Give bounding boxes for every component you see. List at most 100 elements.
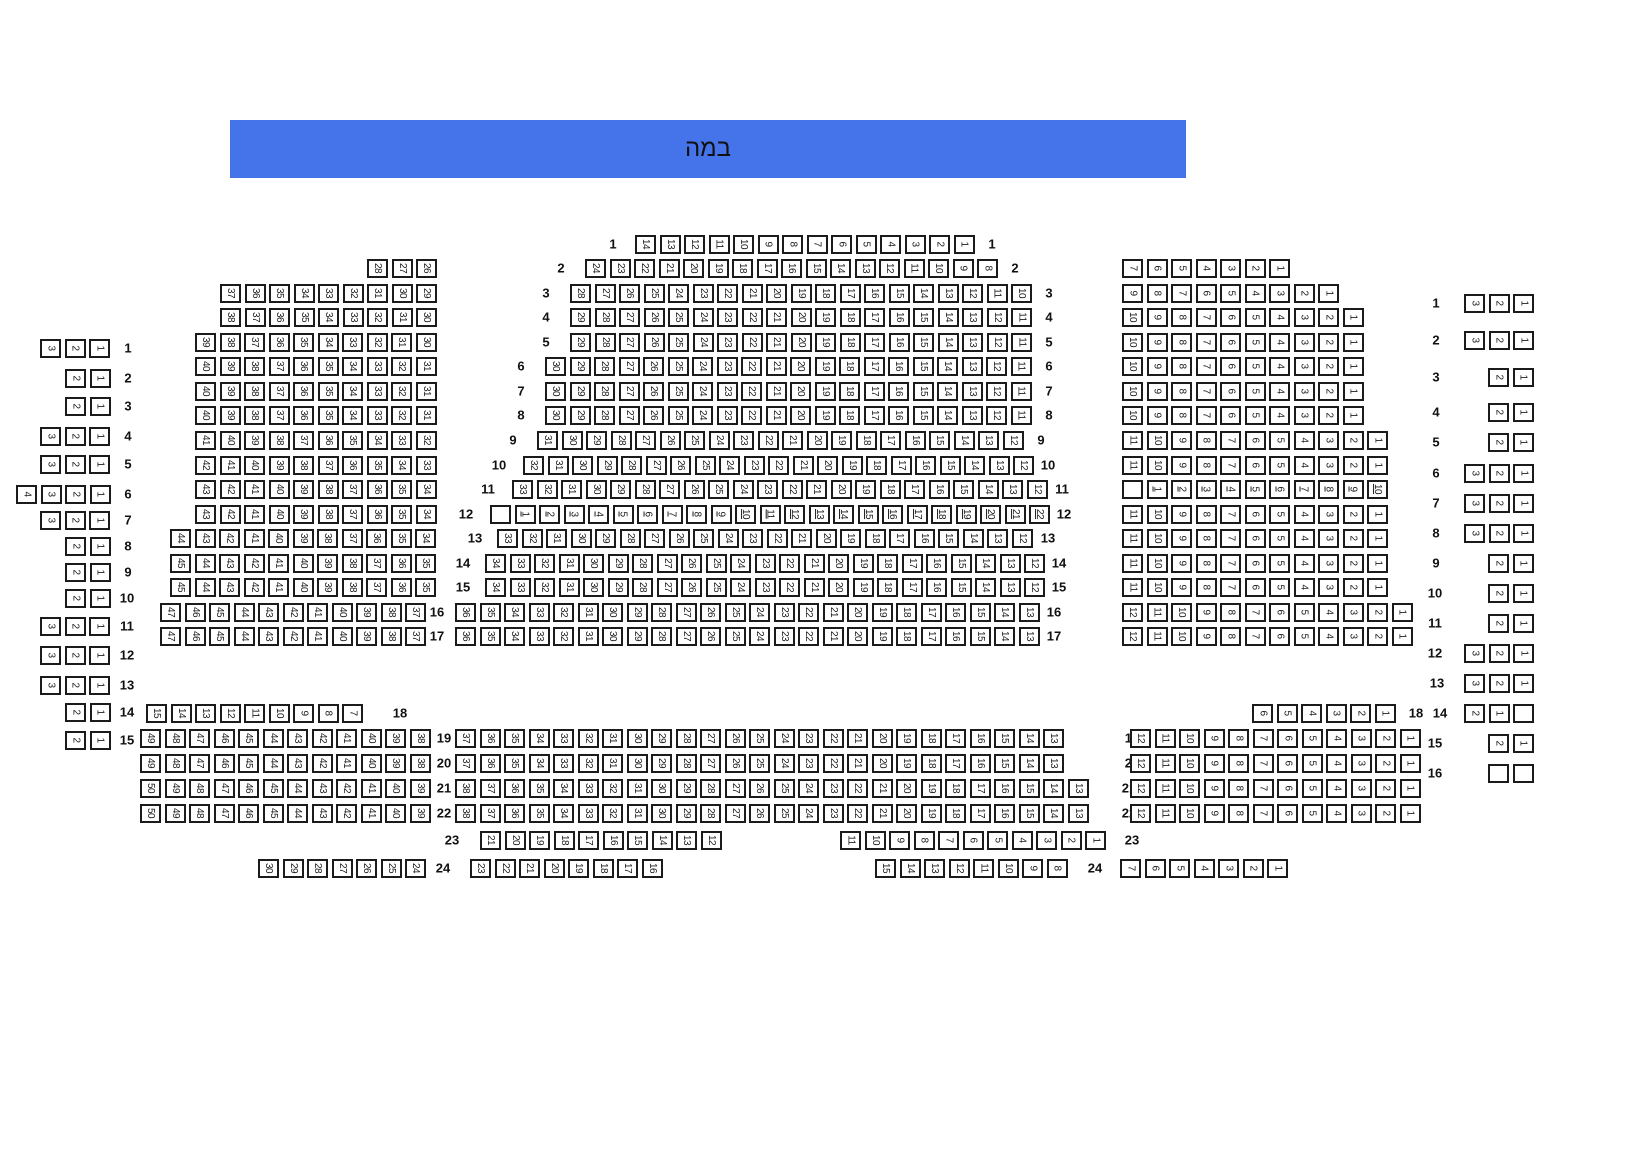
seat[interactable]: 12 bbox=[986, 381, 1007, 401]
seat[interactable]: 2 bbox=[929, 234, 950, 254]
seat[interactable]: 6 bbox=[1269, 602, 1290, 622]
seat[interactable]: 14 bbox=[635, 234, 656, 254]
seat[interactable]: 1 bbox=[1512, 733, 1534, 753]
seat[interactable]: 13 bbox=[676, 830, 697, 850]
seat[interactable]: 13 bbox=[988, 455, 1010, 475]
seat[interactable]: 25 bbox=[694, 455, 716, 475]
seat[interactable]: 23 bbox=[470, 858, 491, 878]
seat[interactable]: 15 bbox=[146, 703, 167, 723]
seat[interactable]: 3 bbox=[1464, 673, 1485, 693]
seat[interactable]: 2 bbox=[1367, 626, 1388, 646]
seat[interactable]: 3 bbox=[1293, 356, 1315, 376]
seat[interactable]: 13 bbox=[808, 504, 830, 524]
seat[interactable]: 5 bbox=[1276, 703, 1298, 723]
seat[interactable]: 29 bbox=[570, 332, 591, 352]
seat[interactable]: 4 bbox=[1269, 381, 1290, 401]
seat[interactable]: 1 bbox=[89, 536, 111, 556]
seat[interactable]: 3 bbox=[40, 510, 61, 530]
seat[interactable]: 1 bbox=[89, 368, 111, 388]
seat[interactable]: 31 bbox=[546, 528, 567, 548]
seat-empty[interactable] bbox=[1488, 763, 1509, 783]
seat[interactable]: 44 bbox=[194, 577, 216, 597]
seat[interactable]: 3 bbox=[40, 616, 61, 636]
seat[interactable]: 31 bbox=[561, 479, 582, 499]
seat[interactable]: 32 bbox=[391, 381, 412, 401]
seat[interactable]: 3 bbox=[1218, 858, 1239, 878]
seat[interactable]: 14 bbox=[651, 830, 673, 850]
seat[interactable]: 40 bbox=[360, 728, 382, 748]
seat[interactable]: 20 bbox=[896, 803, 917, 823]
seat[interactable]: 3 bbox=[40, 675, 61, 695]
seat[interactable]: 18 bbox=[945, 803, 966, 823]
seat[interactable]: 15 bbox=[805, 258, 827, 278]
seat[interactable]: 16 bbox=[888, 405, 909, 425]
seat[interactable]: 28 bbox=[367, 258, 388, 278]
seat[interactable]: 13 bbox=[854, 258, 876, 278]
seat[interactable]: 36 bbox=[293, 405, 314, 425]
seat[interactable]: 28 bbox=[634, 479, 656, 499]
seat[interactable]: 46 bbox=[238, 778, 259, 798]
seat[interactable]: 18 bbox=[592, 858, 614, 878]
seat[interactable]: 3 bbox=[1318, 430, 1339, 450]
seat[interactable]: 28 bbox=[621, 455, 642, 475]
seat[interactable]: 26 bbox=[643, 307, 665, 327]
seat[interactable]: 17 bbox=[904, 479, 925, 499]
seat[interactable]: 43 bbox=[219, 553, 240, 573]
seat[interactable]: 1 bbox=[1342, 381, 1364, 401]
seat[interactable]: 34 bbox=[391, 455, 412, 475]
seat[interactable]: 35 bbox=[504, 753, 525, 773]
seat[interactable]: 20 bbox=[504, 830, 526, 850]
seat[interactable]: 22 bbox=[847, 778, 868, 798]
seat[interactable]: 35 bbox=[366, 455, 388, 475]
seat[interactable]: 21 bbox=[803, 577, 825, 597]
seat[interactable]: 27 bbox=[675, 626, 697, 646]
seat[interactable]: 48 bbox=[189, 803, 210, 823]
seat[interactable]: 13 bbox=[987, 528, 1008, 548]
seat[interactable]: 40 bbox=[268, 528, 289, 548]
seat[interactable]: 38 bbox=[317, 528, 338, 548]
seat[interactable]: 38 bbox=[244, 381, 265, 401]
seat[interactable]: 4 bbox=[16, 484, 37, 504]
seat[interactable]: 28 bbox=[632, 577, 653, 597]
seat[interactable]: 14 bbox=[964, 455, 985, 475]
seat[interactable]: 6 bbox=[1220, 356, 1241, 376]
seat[interactable]: 1 bbox=[1367, 528, 1388, 548]
seat[interactable]: 22 bbox=[741, 332, 763, 352]
seat[interactable]: 11 bbox=[1011, 332, 1032, 352]
seat[interactable]: 11 bbox=[840, 830, 861, 850]
seat[interactable]: 3 bbox=[1318, 504, 1339, 524]
seat[interactable]: 23 bbox=[692, 283, 714, 303]
seat[interactable]: 29 bbox=[595, 528, 616, 548]
seat[interactable]: 46 bbox=[184, 602, 206, 622]
seat[interactable]: 6 bbox=[1277, 753, 1298, 773]
seat[interactable]: 9 bbox=[1171, 430, 1192, 450]
seat[interactable]: 45 bbox=[262, 778, 284, 798]
seat[interactable]: 28 bbox=[700, 778, 721, 798]
seat[interactable]: 13 bbox=[999, 577, 1021, 597]
seat[interactable]: 35 bbox=[390, 528, 412, 548]
seat[interactable]: 37 bbox=[268, 381, 290, 401]
seat[interactable]: 21 bbox=[766, 332, 787, 352]
seat[interactable]: 41 bbox=[307, 602, 328, 622]
seat[interactable]: 39 bbox=[293, 479, 314, 499]
seat[interactable]: 30 bbox=[416, 307, 437, 327]
seat[interactable]: 36 bbox=[479, 753, 501, 773]
seat[interactable]: 20 bbox=[847, 626, 868, 646]
seat[interactable]: 7 bbox=[1252, 803, 1274, 823]
seat[interactable]: 2 bbox=[1342, 577, 1364, 597]
seat[interactable]: 16 bbox=[882, 504, 903, 524]
seat[interactable]: 29 bbox=[607, 553, 629, 573]
seat[interactable]: 36 bbox=[479, 728, 501, 748]
seat[interactable]: 24 bbox=[730, 553, 751, 573]
seat[interactable]: 38 bbox=[293, 455, 314, 475]
seat[interactable]: 21 bbox=[791, 528, 812, 548]
seat[interactable]: 32 bbox=[391, 405, 412, 425]
seat[interactable]: 40 bbox=[268, 504, 290, 524]
seat[interactable]: 5 bbox=[1171, 258, 1192, 278]
seat[interactable]: 31 bbox=[367, 283, 388, 303]
seat[interactable]: 49 bbox=[140, 728, 161, 748]
seat[interactable]: 42 bbox=[311, 753, 333, 773]
seat[interactable]: 23 bbox=[754, 553, 776, 573]
seat[interactable]: 9 bbox=[1195, 626, 1217, 646]
seat[interactable]: 5 bbox=[1244, 356, 1266, 376]
